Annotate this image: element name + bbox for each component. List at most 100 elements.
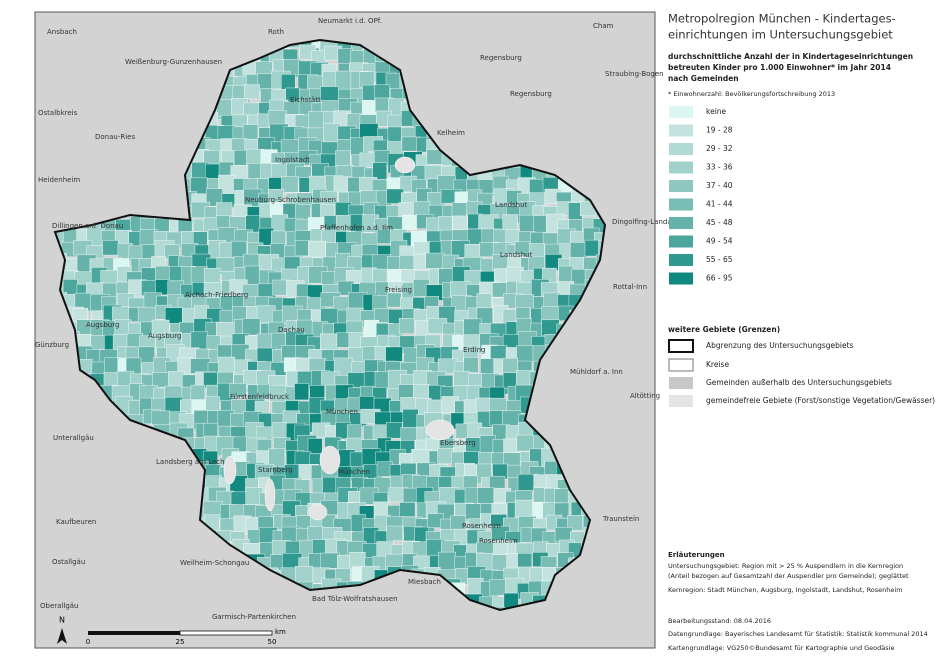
scale-unit: km <box>275 628 286 636</box>
place-label: Augsburg <box>86 321 119 329</box>
legend-swatch <box>669 161 693 174</box>
legend-label: 49 - 54 <box>706 237 733 246</box>
north-label: N <box>59 616 65 625</box>
place-label: Cham <box>593 22 614 30</box>
legend-item: Abgrenzung des Untersuchungsgebiets <box>706 341 854 350</box>
source: Kartengrundlage: VG250©Bundesamt für Kar… <box>668 644 894 652</box>
place-label: Dingolfing-Landau <box>612 218 676 226</box>
unincorporated-area <box>223 455 237 485</box>
municipality <box>281 176 299 193</box>
place-label: Altötting <box>630 392 660 400</box>
place-label: Kelheim <box>437 129 465 137</box>
legend-swatch <box>669 198 693 211</box>
municipality <box>374 371 390 390</box>
scale-label: 50 <box>268 638 277 646</box>
place-label: Pfaffenhofen a.d. Ilm <box>320 224 393 232</box>
place-label: Rottal-Inn <box>613 283 647 291</box>
swatch <box>668 339 694 353</box>
place-label: Starnberg <box>258 466 293 474</box>
title: einrichtungen im Untersuchungsgebiet <box>668 28 893 42</box>
legend-swatch <box>669 180 693 192</box>
legend-item: Kreise <box>706 360 729 369</box>
municipality <box>402 214 418 230</box>
place-label: Neuburg-Schrobenhausen <box>245 196 336 204</box>
municipality <box>437 216 453 233</box>
municipality <box>243 84 260 100</box>
municipality <box>554 488 571 505</box>
municipality <box>386 422 403 439</box>
municipality <box>463 357 479 373</box>
municipality <box>190 358 211 374</box>
place-label: Unterallgäu <box>53 434 94 442</box>
place-label: Donau-Ries <box>95 133 135 141</box>
municipality <box>402 408 419 430</box>
municipality <box>372 162 388 180</box>
municipality <box>399 502 416 517</box>
legend-label: 33 - 36 <box>706 163 733 172</box>
place-label: Augsburg <box>148 332 181 340</box>
place-label: Ingolstadt <box>275 156 310 164</box>
subtitle: nach Gemeinden <box>668 74 739 83</box>
legend-swatch <box>669 272 693 285</box>
unincorporated-area <box>308 503 328 521</box>
place-label: Ostallgäu <box>52 558 85 566</box>
place-label: Straubing-Bogen <box>605 70 664 78</box>
legend-label: 29 - 32 <box>706 144 733 153</box>
municipality <box>385 346 403 362</box>
municipality <box>463 318 482 337</box>
municipality <box>437 448 454 465</box>
unincorporated-area <box>425 419 455 441</box>
legend-swatch <box>669 217 693 229</box>
municipality <box>102 240 119 256</box>
legend-label: 66 - 95 <box>706 274 733 283</box>
place-label: Kaufbeuren <box>56 518 96 526</box>
place-label: Landsberg am Lech <box>156 458 225 466</box>
place-label: Roth <box>268 28 284 36</box>
swatch <box>669 395 693 407</box>
place-label: Rosenheim <box>479 537 518 545</box>
place-label: Rosenheim <box>462 522 501 530</box>
place-label: Weilheim-Schongau <box>180 559 249 567</box>
legend: keine 19 - 28 29 - 32 33 - 36 37 - 40 41 - 44… <box>669 106 733 285</box>
municipality <box>218 356 236 373</box>
legend-swatch <box>669 143 693 155</box>
municipality <box>386 525 403 541</box>
municipality <box>152 372 170 388</box>
legend-label: 41 - 44 <box>706 200 733 209</box>
municipality <box>426 149 443 165</box>
municipality <box>347 424 362 440</box>
note: Untersuchungsgebiet: Region mit > 25 % A… <box>668 562 903 570</box>
municipality <box>203 267 221 285</box>
legend-swatch <box>669 124 693 137</box>
municipality <box>570 242 587 259</box>
place-label: Freising <box>385 286 412 294</box>
place-label: Neumarkt i.d. OPf. <box>318 17 382 25</box>
place-label: Miesbach <box>408 578 441 586</box>
place-label: Heidenheim <box>38 176 80 184</box>
place-label: Regensburg <box>510 90 552 98</box>
place-label: Traunstein <box>602 515 639 523</box>
municipality <box>554 527 573 542</box>
place-label: Ostalbkreis <box>38 109 78 117</box>
place-label: Ansbach <box>47 28 77 36</box>
municipality <box>514 499 533 519</box>
title: Metropolregion München - Kindertages- <box>668 12 896 26</box>
place-label: Aichach-Friedberg <box>185 291 248 299</box>
place-label: Regensburg <box>480 54 522 62</box>
municipality <box>489 579 508 596</box>
municipality <box>502 357 519 374</box>
municipality <box>307 438 323 454</box>
unincorporated-area <box>394 156 416 174</box>
legend-swatch <box>669 235 693 248</box>
municipality <box>477 487 495 504</box>
legend-label: 19 - 28 <box>706 126 733 135</box>
legend-label: 37 - 40 <box>706 181 733 190</box>
place-label: München <box>338 468 370 476</box>
municipality <box>151 410 170 426</box>
note: (Anteil bezogen auf Gesamtzahl der Auspe… <box>668 572 909 580</box>
municipality <box>190 331 208 350</box>
municipality <box>516 434 534 452</box>
legend-item: gemeindefreie Gebiete (Forst/sonstige Ve… <box>706 396 935 405</box>
place-label: Landshut <box>500 251 533 259</box>
